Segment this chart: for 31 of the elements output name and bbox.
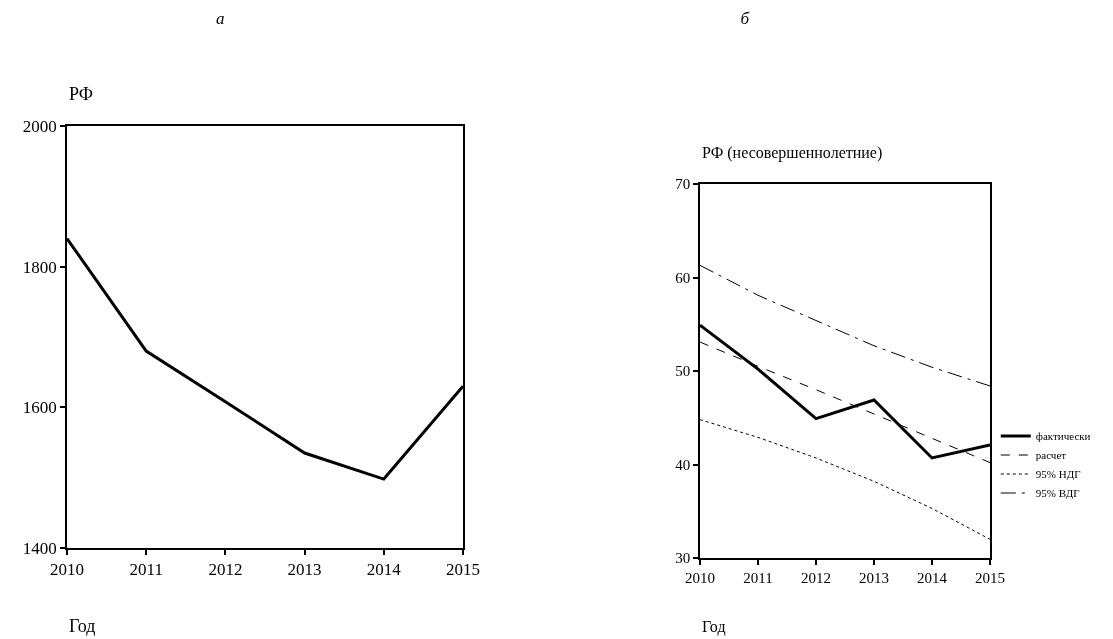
legend-label: 95% ВДГ bbox=[1035, 487, 1080, 500]
y-tick-label: 30 bbox=[675, 550, 691, 567]
x-tick-label: 2010 bbox=[685, 569, 715, 586]
x-axis-title: Год bbox=[69, 616, 96, 636]
y-tick-label: 40 bbox=[675, 456, 691, 473]
legend-label: расчет bbox=[1035, 449, 1067, 462]
y-tick-label: 70 bbox=[675, 176, 691, 193]
chart-title: а bbox=[215, 8, 225, 28]
x-tick-label: 2012 bbox=[208, 560, 243, 580]
y-tick-label: 50 bbox=[675, 363, 691, 380]
x-tick-label: 2014 bbox=[917, 569, 948, 586]
chart-title: б bbox=[740, 8, 750, 28]
x-tick-label: 2011 bbox=[743, 569, 773, 586]
x-tick-label: 2015 bbox=[975, 569, 1005, 586]
x-tick-label: 2011 bbox=[129, 560, 163, 580]
y-tick-label: 2000 bbox=[22, 116, 57, 136]
x-tick-label: 2010 bbox=[50, 560, 84, 580]
y-tick-label: 1400 bbox=[22, 538, 57, 558]
x-tick-label: 2015 bbox=[446, 560, 480, 580]
x-tick-label: 2012 bbox=[801, 569, 831, 586]
legend-label: фактически bbox=[1035, 430, 1091, 443]
y-tick-label: 1800 bbox=[22, 257, 57, 277]
x-tick-label: 2013 bbox=[859, 569, 889, 586]
y-tick-label: 1600 bbox=[22, 398, 57, 418]
legend-label: 95% НДГ bbox=[1035, 468, 1081, 481]
x-axis-title: Год bbox=[702, 618, 726, 636]
y-axis-title: РФ (несовершеннолетние) bbox=[702, 144, 883, 162]
y-tick-label: 60 bbox=[675, 269, 691, 286]
y-axis-title: РФ bbox=[69, 84, 93, 104]
x-tick-label: 2014 bbox=[366, 560, 402, 580]
x-tick-label: 2013 bbox=[287, 560, 322, 580]
